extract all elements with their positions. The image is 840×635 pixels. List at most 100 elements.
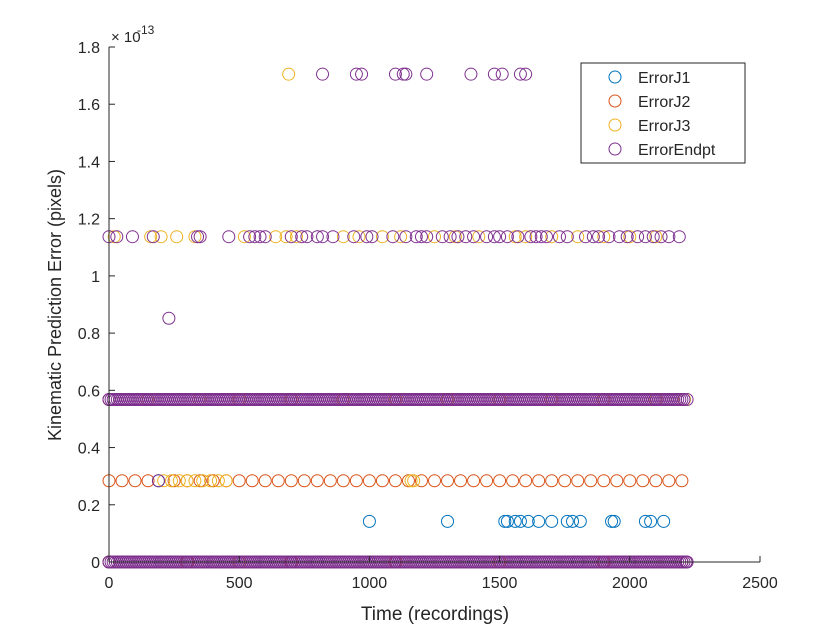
data-point [467,230,481,244]
data-point [154,230,168,244]
data-point [170,230,184,244]
data-point [196,474,210,488]
data-point [310,474,324,488]
data-point [597,474,611,488]
data-point [388,474,402,488]
data-point [662,474,676,488]
data-point [375,230,389,244]
data-point [487,230,501,244]
data-point [451,230,465,244]
data-point [365,230,379,244]
data-point [352,230,366,244]
y-tick-label: 1.2 [78,212,100,229]
data-point [560,514,574,528]
data-point [248,230,262,244]
data-point [167,474,181,488]
data-point [279,230,293,244]
legend-box [580,62,746,164]
data-point [316,230,330,244]
data-point [545,230,559,244]
data-point [441,474,455,488]
x-tick-label: 1000 [352,575,388,592]
data-point [180,474,194,488]
data-point [508,230,522,244]
y-tick-label: 1.4 [78,154,100,171]
data-point [508,514,522,528]
data-point [144,230,158,244]
data-point [532,514,546,528]
data-point [375,474,389,488]
data-point [493,230,507,244]
legend-marker [608,142,622,156]
y-tick-label: 1.8 [78,40,100,57]
data-point [672,230,686,244]
data-point [495,67,509,81]
data-point [222,230,236,244]
data-point [579,230,593,244]
legend-marker [608,118,622,132]
data-point [519,474,533,488]
data-point [480,230,494,244]
data-point [644,514,658,528]
data-point [636,474,650,488]
data-point [193,230,207,244]
data-point [539,230,553,244]
data-point [289,230,303,244]
y-exponent-power: -13 [137,23,155,37]
data-point [487,67,501,81]
data-point [404,474,418,488]
axes: 0 500 1000 1500 2000 2500 0 0.2 0.4 0.6 0.8 1 1.2 1.4… [78,40,778,592]
data-point [401,474,415,488]
data-point [409,230,423,244]
data-point [407,474,421,488]
data-point [560,230,574,244]
data-point [258,230,272,244]
data-point [513,514,527,528]
legend-label: ErrorJ2 [638,94,691,111]
data-point [396,67,410,81]
data-point [677,392,691,406]
data-point [649,474,663,488]
data-point [188,230,202,244]
data-point [420,67,434,81]
y-tick-label: 0.8 [78,326,100,343]
data-point [521,514,535,528]
data-point [284,230,298,244]
data-point [623,474,637,488]
data-point [519,67,533,81]
data-point [394,230,408,244]
data-point [592,230,606,244]
data-point [253,230,267,244]
data-point [597,230,611,244]
data-point [657,514,671,528]
data-point [454,474,468,488]
y-tick-label: 0 [91,555,100,572]
data-point [336,230,350,244]
data-point [443,230,457,244]
data-point [110,230,124,244]
legend-label: ErrorJ1 [638,70,691,87]
data-point [480,474,494,488]
data-point [347,230,361,244]
data-point [545,474,559,488]
data-point [524,230,538,244]
data-point [607,514,621,528]
data-point [295,230,309,244]
data-point [500,230,514,244]
y-tick-label: 0.4 [78,441,100,458]
data-point [513,67,527,81]
data-point [519,230,533,244]
data-point [362,474,376,488]
data-point [662,230,676,244]
y-tick-label: 1 [91,269,100,286]
data-point [243,230,257,244]
data-point [529,230,543,244]
data-point [680,392,694,406]
data-point [157,474,171,488]
data-point [323,474,337,488]
x-tick-label: 1500 [482,575,518,592]
data-point [654,230,668,244]
data-point [349,67,363,81]
data-point [115,474,129,488]
data-point [428,474,441,488]
